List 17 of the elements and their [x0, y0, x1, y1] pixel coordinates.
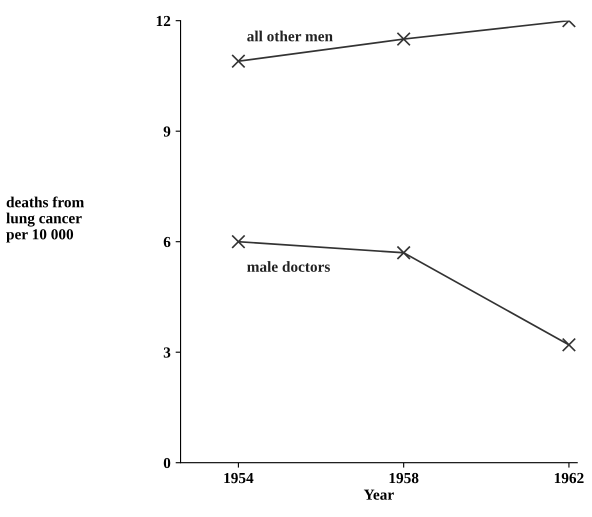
y-tick-label: 0 [164, 458, 170, 468]
point [231, 54, 246, 68]
x-tick-label: 1954 [224, 472, 254, 484]
series-label: male doctors [247, 261, 330, 272]
y-tick-label: 9 [164, 126, 170, 137]
point [562, 338, 576, 352]
y-tick-label: 6 [164, 236, 170, 248]
point [231, 234, 246, 249]
y-axis-title: deaths from lung cancer per 10 000 [6, 196, 84, 243]
y-tick-label: 3 [164, 347, 170, 358]
y-tick-label: 12 [156, 16, 170, 26]
point [396, 246, 411, 260]
x-axis-title: Year [364, 490, 394, 500]
point [396, 32, 411, 46]
x-tick-label: 1962 [554, 472, 584, 484]
x-tick-label: 1958 [390, 472, 418, 484]
series-label: all other men [247, 30, 333, 42]
